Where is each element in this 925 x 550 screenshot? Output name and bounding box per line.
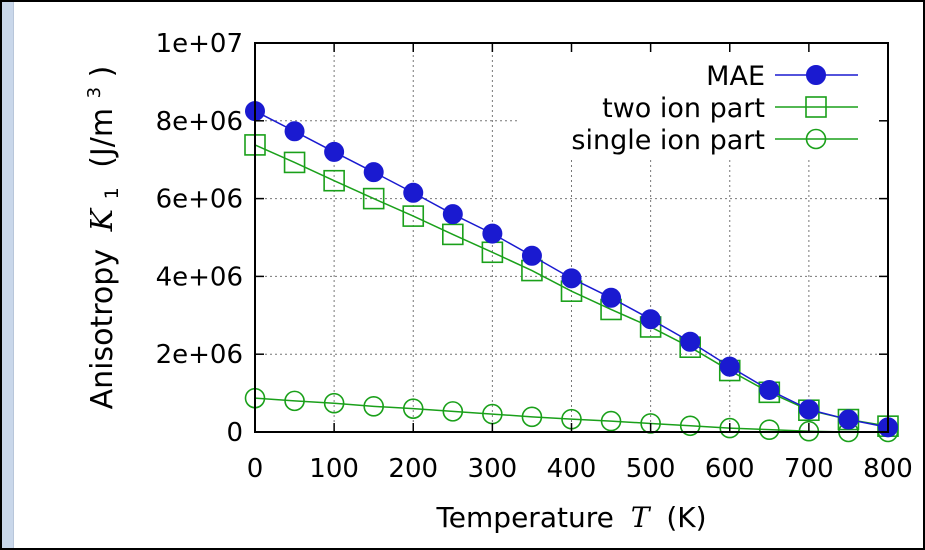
data-point [323, 169, 345, 192]
data-point [482, 223, 503, 244]
y-axis-symbol: K [85, 207, 120, 232]
data-point [640, 309, 661, 330]
data-point [323, 392, 345, 414]
data-point [838, 409, 859, 430]
data-point [362, 187, 385, 210]
data-point [283, 151, 306, 174]
x-tick-label: 200 [388, 454, 438, 484]
y-tick-label: 6e+06 [156, 185, 243, 215]
data-point [759, 379, 780, 400]
data-point [284, 121, 305, 142]
y-axis-label-text: Anisotropy [85, 249, 120, 409]
data-point [680, 331, 701, 352]
y-axis-unit-close: ) [85, 66, 120, 78]
grid-lines [255, 43, 888, 432]
x-axis-label: Temperature T (K) [435, 501, 706, 534]
legend-label: single ion part [571, 125, 765, 156]
series-line [254, 397, 888, 433]
data-point [442, 204, 463, 225]
y-tick-label: 2e+06 [156, 340, 243, 370]
x-axis-symbol: T [631, 501, 652, 534]
data-point [284, 390, 305, 412]
data-point [442, 223, 464, 246]
legend-label: MAE [706, 61, 765, 92]
y-axis-unit: (J/m [85, 108, 120, 168]
data-point [521, 245, 542, 266]
x-tick-label: 800 [863, 454, 913, 484]
y-axis-unit-superscript: 3 [84, 87, 105, 98]
series-line [254, 144, 889, 427]
series-mae [245, 101, 898, 438]
y-tick-label: 0 [226, 418, 243, 448]
y-tick-label: 1e+07 [156, 29, 243, 59]
legend-marker [806, 65, 826, 85]
legend-marker [805, 96, 827, 118]
data-point [798, 399, 819, 420]
data-point [442, 401, 464, 422]
x-tick-label: 300 [468, 454, 518, 484]
data-point [561, 268, 582, 289]
y-axis-label: Anisotropy K 1 (J/m 3 ) [73, 66, 126, 410]
window-edge-strip [2, 2, 14, 548]
x-tick-label: 700 [784, 454, 834, 484]
x-tick-label: 100 [309, 454, 359, 484]
data-point [601, 287, 622, 308]
data-point [403, 182, 424, 203]
x-tick-label: 500 [626, 454, 676, 484]
data-point [363, 396, 384, 417]
data-point [759, 419, 780, 440]
x-tick-label: 400 [547, 454, 597, 484]
data-point [324, 141, 345, 162]
data-point [679, 415, 701, 437]
plot-area-border [254, 42, 889, 433]
x-axis-unit: (K) [666, 501, 706, 534]
y-axis-subscript: 1 [101, 187, 123, 199]
data-point [521, 406, 543, 428]
y-tick-label: 8e+06 [156, 107, 243, 137]
y-tick-label: 4e+06 [156, 262, 243, 292]
data-point [719, 417, 741, 439]
data-point [363, 162, 384, 183]
legend-marker [805, 128, 827, 150]
x-tick-label: 600 [705, 454, 755, 484]
axis-ticks: 0 100 200 300 400 500 600 700 800 0 2e+06 4e+06 6e+0… [156, 29, 913, 484]
x-tick-label: 0 [247, 454, 264, 484]
data-point [719, 356, 740, 377]
data-point [402, 205, 425, 227]
legend-label: two ion part [602, 93, 765, 124]
series-two-ion-part [244, 134, 899, 437]
data-point [402, 398, 424, 419]
x-axis-label-text: Temperature [435, 501, 613, 534]
data-point [600, 410, 622, 432]
